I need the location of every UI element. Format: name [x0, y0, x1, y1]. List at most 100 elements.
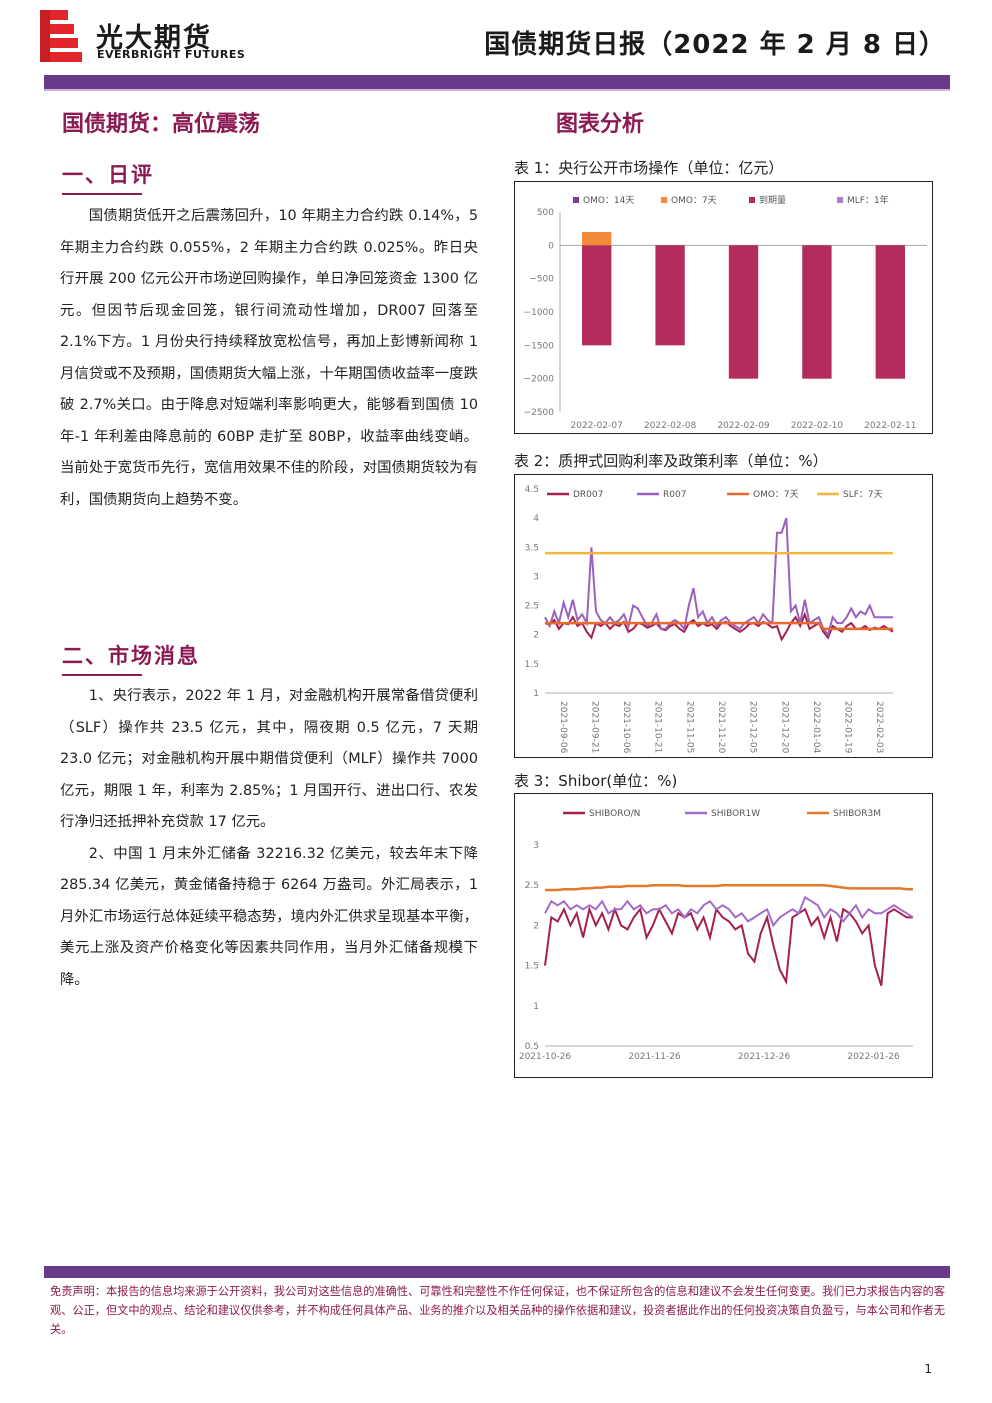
y-tick-label: 1.5 [525, 660, 539, 670]
series-line [544, 905, 913, 987]
bar [655, 245, 685, 346]
report-title: 国债期货日报（2022 年 2 月 8 日） [484, 30, 946, 60]
section1-underline [62, 193, 142, 195]
disclaimer: 免责声明：本报告的信息均来源于公开资料，我公司对这些信息的准确性、可靠性和完整性… [50, 1285, 946, 1336]
y-tick-label: 500 [537, 208, 554, 218]
y-tick-label: −500 [529, 275, 554, 285]
legend-swatch [749, 197, 755, 203]
y-tick-label: 3 [533, 841, 539, 851]
market-news: 1、央行表示，2022 年 1 月，对金融机构开展常备借贷便利（SLF）操作共 … [60, 681, 478, 996]
legend-swatch [573, 197, 579, 203]
y-tick-label: 0.5 [525, 1042, 539, 1052]
legend-label: MLF：1年 [847, 194, 889, 206]
x-tick-label: 2021-12-26 [738, 1052, 791, 1062]
headline: 国债期货：高位震荡 [62, 112, 261, 137]
x-tick-label: 2022-02-08 [644, 421, 697, 431]
chart1-omo-operations: 500 0 −500 −1000 −1500 −2000 −2500 2022-02-07 20… [524, 194, 927, 431]
logo-text-en: EVERBRIGHT FUTURES [97, 48, 246, 61]
x-tick-label: 2021-12-20 [779, 701, 789, 754]
company-logo: 光大期货 EVERBRIGHT FUTURES [40, 10, 260, 66]
section2-title-text: 二、市场消息 [62, 644, 200, 668]
section1-title: 一、日评 [62, 159, 154, 195]
x-tick-label: 2022-02-10 [791, 421, 844, 431]
series-line [544, 611, 894, 642]
news-item-1: 1、央行表示，2022 年 1 月，对金融机构开展常备借贷便利（SLF）操作共 … [60, 688, 478, 830]
bar [875, 245, 905, 379]
chart2-repo-rates: 4.5 4 3.5 3 2.5 2 1.5 1 2021-09-06 2021-09-21 2021… [525, 485, 894, 754]
y-tick-label: 2.5 [525, 602, 539, 612]
chart1-caption: 表 1：央行公开市场操作（单位：亿元） [514, 159, 784, 177]
chart2-caption: 表 2：质押式回购利率及政策利率（单位：%） [514, 452, 828, 470]
legend-label: OMO：7天 [753, 490, 799, 500]
series-line [545, 883, 913, 892]
x-tick-label: 2021-09-06 [558, 701, 568, 754]
x-tick-label: 2022-01-26 [847, 1052, 900, 1062]
y-tick-label: −1500 [524, 341, 555, 351]
x-tick-label: 2022-01-19 [843, 701, 853, 754]
news-item-2: 2、中国 1 月末外汇储备 32216.32 亿美元，较去年末下降 285.34… [60, 845, 478, 988]
daily-commentary: 国债期货低开之后震荡回升，10 年期主力合约跌 0.14%，5 年期主力合约跌 … [60, 201, 478, 516]
legend-label: OMO：14天 [583, 196, 634, 206]
y-tick-label: −2500 [524, 408, 555, 418]
logo-mark-icon [40, 10, 82, 62]
legend-label: OMO：7天 [671, 196, 717, 206]
legend-label: SLF：7天 [843, 490, 883, 500]
y-tick-label: 4 [533, 514, 539, 524]
y-tick-label: 3.5 [525, 543, 539, 553]
legend-swatch [661, 197, 667, 203]
legend-label: R007 [663, 490, 686, 500]
y-tick-label: 2.5 [525, 881, 539, 891]
bar [728, 245, 759, 379]
y-tick-label: 1.5 [525, 962, 539, 972]
chart3-caption: 表 3：Shibor(单位：%) [514, 772, 678, 790]
chart1-box: 500 0 −500 −1000 −1500 −2000 −2500 2022-02-07 20… [514, 181, 933, 434]
x-tick-label: 2021-11-26 [628, 1052, 681, 1062]
series-line [545, 621, 893, 631]
legend-swatch [837, 197, 843, 203]
chart3-box: 3 2.5 2 1.5 1 0.5 2021-10-26 2021-11-26 2021-12-… [514, 793, 933, 1078]
x-tick-label: 2022-02-11 [864, 421, 916, 431]
y-tick-label: 4.5 [525, 485, 539, 495]
x-tick-label: 2021-12-05 [748, 701, 758, 753]
legend-label: SHIBOR1W [711, 809, 760, 819]
section2-underline [62, 674, 142, 676]
x-tick-label: 2022-02-07 [571, 421, 623, 431]
x-tick-label: 2021-10-21 [653, 701, 663, 753]
daily-commentary-text: 国债期货低开之后震荡回升，10 年期主力合约跌 0.14%，5 年期主力合约跌 … [60, 208, 478, 508]
x-tick-label: 2022-01-04 [811, 701, 821, 754]
chart2-box: 4.5 4 3.5 3 2.5 2 1.5 1 2021-09-06 2021-09-21 2021… [514, 474, 933, 758]
x-tick-label: 2021-10-26 [519, 1052, 572, 1062]
y-tick-label: 1 [533, 1002, 539, 1012]
legend-label: SHIBORO/N [589, 809, 640, 819]
footer-divider-bar [44, 1266, 950, 1278]
section2-title: 二、市场消息 [62, 640, 200, 676]
y-tick-label: 2 [533, 921, 539, 931]
y-tick-label: 0 [548, 241, 554, 251]
x-tick-label: 2022-02-09 [717, 421, 770, 431]
y-tick-label: −1000 [524, 308, 555, 318]
legend-label: DR007 [573, 490, 603, 500]
x-tick-label: 2021-11-20 [716, 701, 726, 754]
series-line [544, 895, 914, 928]
x-tick-label: 2022-02-03 [874, 701, 884, 753]
bar [582, 245, 612, 346]
legend-label: 到期量 [759, 194, 786, 206]
logo-text-cn: 光大期货 [96, 23, 212, 54]
page-number: 1 [924, 1362, 932, 1376]
bar [802, 245, 832, 379]
header-divider-line [44, 89, 950, 91]
x-tick-label: 2021-09-21 [589, 701, 599, 753]
legend-label: SHIBOR3M [833, 809, 881, 819]
y-tick-label: 1 [533, 689, 539, 699]
y-tick-label: 2 [533, 631, 539, 641]
series-line [544, 517, 893, 637]
header-divider-bar [44, 75, 950, 89]
section1-title-text: 一、日评 [62, 163, 154, 187]
x-tick-label: 2021-10-06 [621, 701, 631, 754]
y-tick-label: 3 [533, 572, 539, 582]
y-tick-label: −2000 [524, 375, 555, 385]
x-tick-label: 2021-11-05 [684, 701, 694, 753]
bar [582, 232, 612, 246]
chart-section-title: 图表分析 [556, 112, 645, 137]
